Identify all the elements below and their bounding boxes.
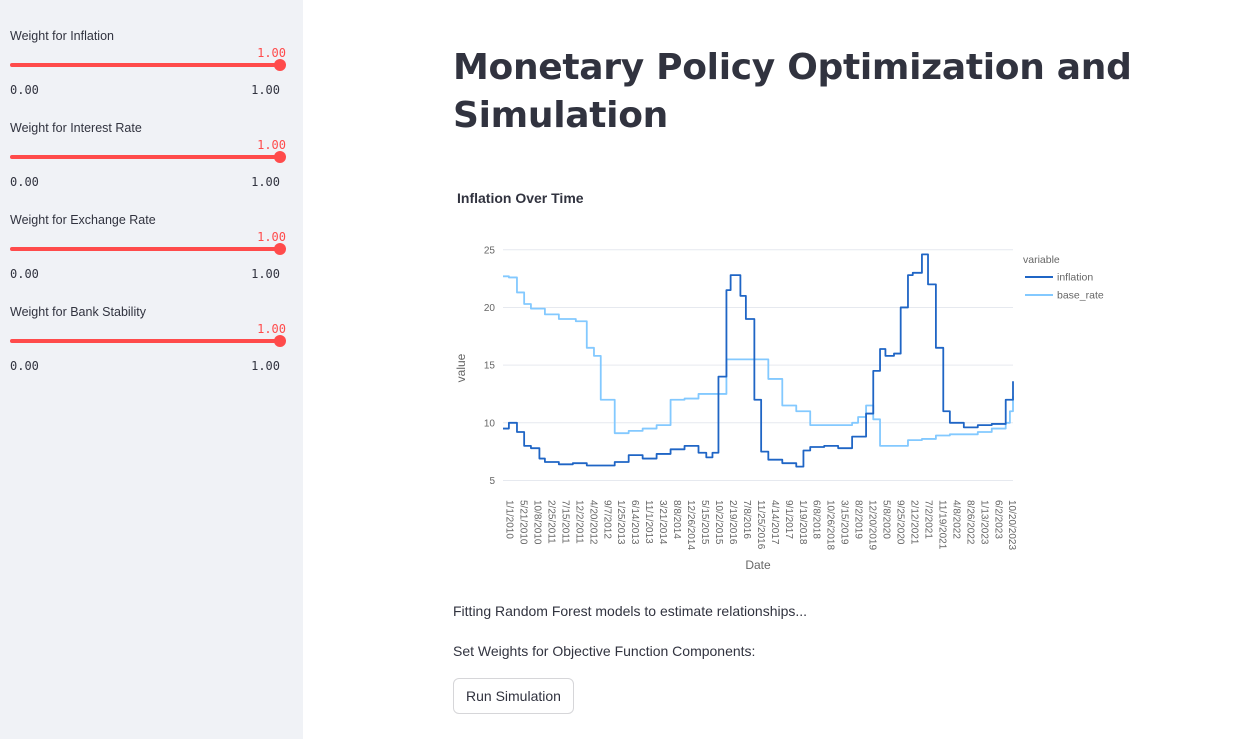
slider-value: 1.00 [257,46,286,60]
slider-max-label: 1.00 [251,267,280,281]
slider-track[interactable] [10,63,280,67]
x-tick-label: 4/8/2022 [950,500,961,539]
legend-item: inflation [1057,272,1093,284]
slider-min-label: 0.00 [10,359,39,373]
slider-label: Weight for Exchange Rate [10,213,156,227]
slider-label: Weight for Bank Stability [10,305,146,319]
x-tick-label: 11/19/2021 [936,500,947,550]
series-line-base_rate [503,275,1014,447]
slider-thumb[interactable] [274,335,286,347]
x-tick-label: 11/1/2013 [643,500,654,544]
x-tick-label: 9/25/2020 [895,500,906,545]
slider-min-label: 0.00 [10,83,39,97]
y-tick-label: 10 [484,418,496,429]
x-tick-label: 9/1/2017 [783,500,794,539]
weights-heading: Set Weights for Objective Function Compo… [453,643,756,659]
slider-label: Weight for Inflation [10,29,114,43]
slider-value: 1.00 [257,138,286,152]
x-tick-label: 2/19/2016 [727,500,738,545]
slider-value: 1.00 [257,230,286,244]
inflation-chart[interactable]: Inflation Over Time 5 10 15 20 25 1/1/2010 5/2… [453,180,1123,580]
slider-min-label: 0.00 [10,175,39,189]
x-tick-label: 9/7/2012 [601,500,612,539]
main-content: Monetary Policy Optimization and Simulat… [303,0,1243,739]
x-tick-label: 12/26/2014 [685,500,696,550]
x-tick-label: 6/2/2023 [992,500,1003,539]
x-axis-title: Date [745,558,771,572]
y-tick-label: 20 [484,303,496,314]
page-title: Monetary Policy Optimization and Simulat… [453,47,1132,136]
x-tick-label: 8/8/2014 [671,500,682,539]
x-tick-label: 12/2/2011 [573,500,584,544]
x-tick-label: 4/14/2017 [769,500,780,545]
x-tick-label: 6/8/2018 [811,500,822,539]
slider-thumb[interactable] [274,151,286,163]
x-tick-label: 10/8/2010 [531,500,542,545]
legend-title: variable [1023,254,1060,266]
x-tick-label: 10/26/2018 [825,500,836,550]
x-tick-label: 1/13/2023 [978,500,989,545]
status-text: Fitting Random Forest models to estimate… [453,603,808,619]
x-tick-label: 1/25/2013 [615,500,626,545]
slider-thumb[interactable] [274,243,286,255]
chart-svg[interactable]: 5 10 15 20 25 1/1/2010 5/21/2010 10/8/2010 2/25/… [453,180,1123,580]
y-tick-label: 25 [484,245,496,256]
x-tick-label: 8/26/2022 [964,500,975,545]
slider-track[interactable] [10,339,280,343]
x-tick-label: 1/19/2018 [797,500,808,545]
chart-title: Inflation Over Time [457,190,584,206]
x-tick-label: 11/25/2016 [755,500,766,550]
slider-track[interactable] [10,247,280,251]
y-tick-label: 5 [489,476,495,487]
series-line-inflation [503,253,1014,468]
x-tick-label: 10/20/2023 [1006,500,1017,550]
slider-max-label: 1.00 [251,175,280,189]
x-tick-label: 6/14/2013 [629,500,640,545]
x-tick-label: 7/8/2016 [741,500,752,539]
x-tick-label: 12/20/2019 [867,500,878,550]
slider-label: Weight for Interest Rate [10,121,142,135]
x-tick-label: 7/2/2021 [922,500,933,539]
y-tick-label: 15 [484,361,496,372]
slider-track[interactable] [10,155,280,159]
x-tick-label: 4/20/2012 [587,500,598,545]
x-tick-label: 2/12/2021 [908,500,919,545]
x-tick-label: 5/15/2015 [699,500,710,545]
y-axis-title: value [454,353,468,382]
slider-value: 1.00 [257,322,286,336]
x-tick-label: 7/15/2011 [559,500,570,544]
legend-item: base_rate [1057,290,1104,302]
x-tick-label: 5/8/2020 [881,500,892,539]
x-tick-label: 3/15/2019 [839,500,850,545]
run-simulation-button[interactable]: Run Simulation [453,678,574,714]
x-tick-label: 5/21/2010 [517,500,528,545]
x-tick-label: 3/21/2014 [657,500,668,545]
x-tick-label: 2/25/2011 [545,500,556,544]
x-tick-label: 1/1/2010 [504,500,515,539]
sidebar: Weight for Inflation 1.00 0.00 1.00 Weig… [0,0,303,739]
x-tick-label: 8/2/2019 [853,500,864,539]
slider-max-label: 1.00 [251,359,280,373]
slider-max-label: 1.00 [251,83,280,97]
slider-thumb[interactable] [274,59,286,71]
x-tick-label: 10/2/2015 [713,500,724,545]
slider-min-label: 0.00 [10,267,39,281]
